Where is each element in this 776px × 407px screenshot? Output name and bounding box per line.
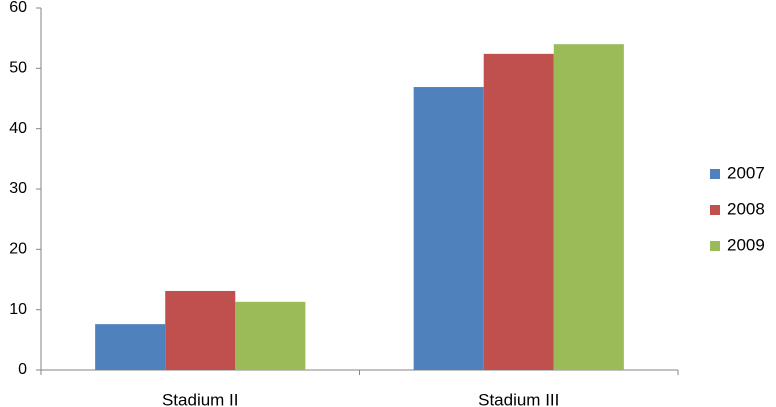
x-tick-label: Stadium II	[162, 390, 239, 407]
y-tick-label: 30	[9, 180, 27, 197]
legend-label: 2009	[727, 235, 765, 254]
y-tick-label: 0	[18, 361, 27, 378]
legend-swatch	[710, 169, 720, 179]
bar	[165, 290, 236, 370]
legend-swatch	[710, 241, 720, 251]
y-tick-label: 40	[9, 120, 27, 137]
y-tick-label: 20	[9, 241, 27, 258]
x-tick-label: Stadium III	[478, 390, 559, 407]
legend-label: 2008	[727, 199, 765, 218]
y-tick-label: 50	[9, 60, 27, 77]
bar	[235, 301, 306, 370]
bar	[413, 87, 484, 370]
y-tick-label: 60	[9, 0, 27, 16]
legend-label: 2007	[727, 163, 765, 182]
bar	[483, 53, 554, 370]
bar	[95, 324, 166, 370]
legend-swatch	[710, 205, 720, 215]
y-tick-label: 10	[9, 301, 27, 318]
bar	[553, 44, 624, 370]
